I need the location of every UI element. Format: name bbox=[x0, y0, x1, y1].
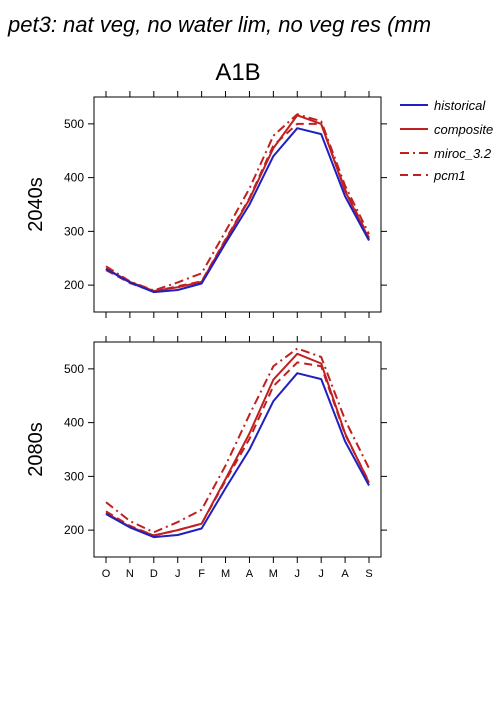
legend-label-pcm1: pcm1 bbox=[433, 168, 466, 183]
panel-2040s: 200 300 400 500 2040s bbox=[25, 91, 387, 318]
x-tick-label: S bbox=[365, 568, 372, 580]
x-tick-label: O bbox=[102, 568, 111, 580]
series-line-historical bbox=[105, 127, 370, 294]
scenario-title: A1B bbox=[215, 59, 260, 86]
x-tick-label: F bbox=[198, 568, 205, 580]
y-tick-label: 300 bbox=[64, 224, 84, 238]
legend-label-historical: historical bbox=[434, 98, 486, 113]
y-tick-label: 500 bbox=[64, 117, 84, 131]
x-tick-label: M bbox=[221, 568, 230, 580]
y-tick-label: 400 bbox=[64, 416, 84, 430]
panel-label: 2040s bbox=[25, 177, 47, 232]
series-line-miroc-3-2 bbox=[105, 347, 370, 534]
panel-label: 2080s bbox=[25, 422, 47, 477]
x-tick-label: A bbox=[246, 568, 254, 580]
series-line-historical bbox=[105, 372, 370, 539]
x-tick-label: J bbox=[318, 568, 324, 580]
x-tick-label: J bbox=[175, 568, 181, 580]
series-line-pcm1 bbox=[105, 122, 370, 293]
y-tick-label: 400 bbox=[64, 171, 84, 185]
plot-frame bbox=[93, 96, 382, 313]
series-line-miroc-3-2 bbox=[105, 113, 370, 292]
series-line-composite bbox=[105, 114, 370, 292]
page-title: pet3: nat veg, no water lim, no veg res … bbox=[7, 12, 431, 37]
legend-label-miroc: miroc_3.2 bbox=[434, 146, 492, 161]
x-tick-label: N bbox=[126, 568, 134, 580]
x-tick-label: A bbox=[341, 568, 349, 580]
y-tick-label: 300 bbox=[64, 469, 84, 483]
plot-frame bbox=[93, 341, 382, 558]
x-tick-label: M bbox=[269, 568, 278, 580]
y-tick-label: 500 bbox=[64, 362, 84, 376]
legend: historical composite miroc_3.2 pcm1 bbox=[400, 98, 493, 183]
series-line-pcm1 bbox=[105, 361, 370, 537]
y-tick-label: 200 bbox=[64, 278, 84, 292]
x-tick-label: J bbox=[295, 568, 301, 580]
x-tick-label: D bbox=[150, 568, 158, 580]
legend-label-composite: composite bbox=[434, 122, 493, 137]
panel-2080s: 200 300 400 500 O N D J F M A M J J A S 2080s bbox=[25, 336, 387, 580]
y-tick-label: 200 bbox=[64, 523, 84, 537]
